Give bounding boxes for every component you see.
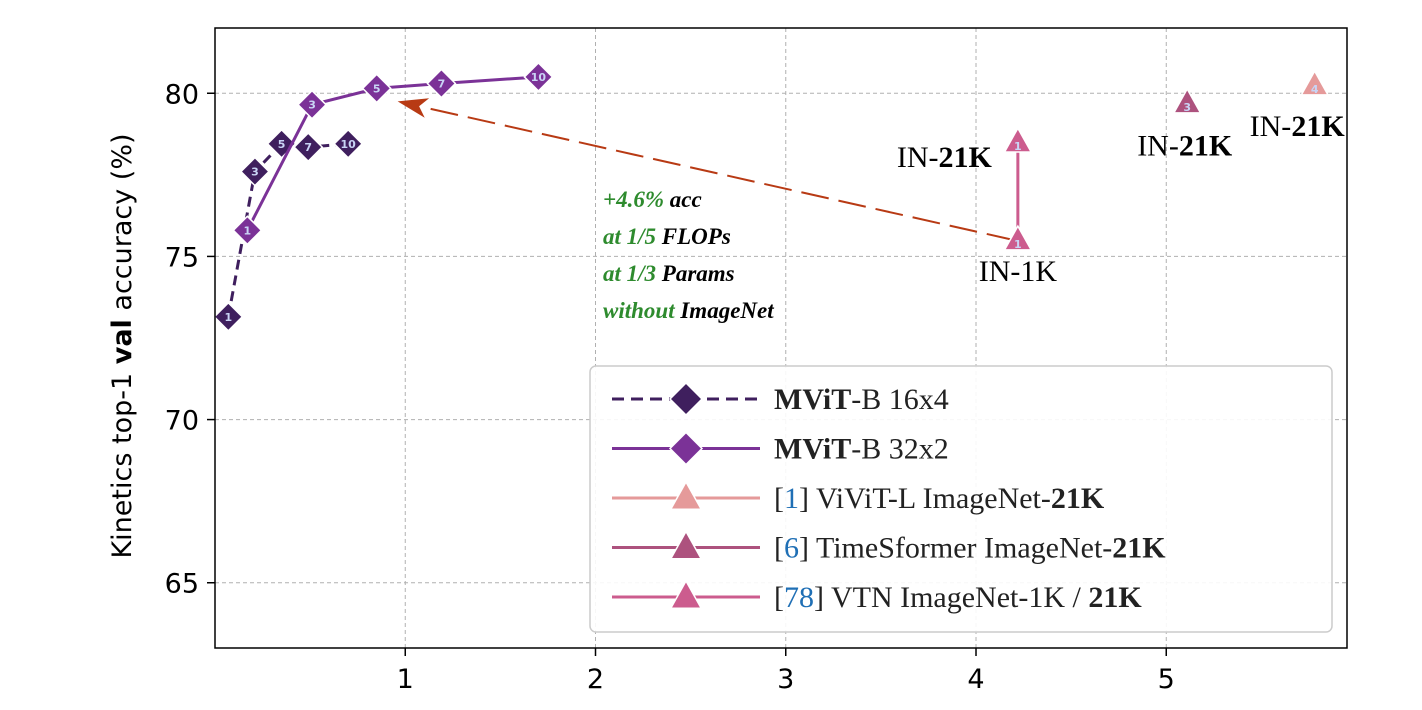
arrow-head xyxy=(397,98,430,118)
plot-frame xyxy=(214,27,1348,649)
x-tick-label-2: 2 xyxy=(587,664,604,695)
point-mvit16-3 xyxy=(293,132,324,163)
legend-marker-timesformer xyxy=(669,529,703,560)
legend-label-mvit16: MViT-B 16x4 xyxy=(774,383,949,416)
legend-marker-mvit16 xyxy=(668,381,704,417)
y-axis-label: Kinetics top-1 val accuracy (%) xyxy=(107,133,138,558)
legend-box xyxy=(589,365,1333,633)
point-vtn-1 xyxy=(1003,126,1033,153)
callout-line-0: +4.6% acc xyxy=(603,187,702,212)
point-label-mvit16-4: 10 xyxy=(341,138,357,151)
point-label-mvit16-3: 7 xyxy=(304,141,312,154)
point-label-mvit32-4: 10 xyxy=(531,71,547,84)
legend-marker-mvit32 xyxy=(668,431,704,466)
legend-item-vtn: [78] VTN ImageNet-1K / 21K xyxy=(612,579,1142,614)
point-annotation-3: IN-21K xyxy=(1250,110,1346,143)
legend-item-timesformer: [6] TimeSformer ImageNet-21K xyxy=(612,529,1166,565)
series-mvit16: 1 3 5 7 10 xyxy=(213,128,364,332)
legend-label-vivit: [1] ViViT-L ImageNet-21K xyxy=(774,482,1105,515)
x-tick-label-4: 4 xyxy=(967,664,984,695)
point-mvit32-4 xyxy=(523,61,554,93)
series-vivit: 4 xyxy=(1300,69,1330,96)
legend-item-mvit32: MViT-B 32x2 xyxy=(612,431,949,466)
improvement-arrow xyxy=(397,98,1015,242)
point-label-mvit32-2: 5 xyxy=(373,82,381,95)
series-mvit32: 1 3 5 7 10 xyxy=(232,61,554,246)
point-mvit32-2 xyxy=(361,73,392,104)
series-vtn: 11 xyxy=(1003,126,1033,251)
y-tick-label-65: 65 xyxy=(165,569,199,600)
arrow-shaft xyxy=(426,107,1015,242)
point-label-timesformer-0: 3 xyxy=(1183,101,1191,114)
y-tick-label-70: 70 xyxy=(165,406,199,437)
series-timesformer: 3 xyxy=(1172,87,1202,114)
legend-item-mvit16: MViT-B 16x4 xyxy=(612,381,949,417)
point-mvit32-0 xyxy=(232,215,263,246)
point-timesformer-0 xyxy=(1172,87,1202,114)
y-tick-label-75: 75 xyxy=(165,242,199,273)
legend-label-timesformer: [6] TimeSformer ImageNet-21K xyxy=(774,532,1166,565)
point-label-vtn-0: 1 xyxy=(1014,238,1022,251)
legend-item-vivit: [1] ViViT-L ImageNet-21K xyxy=(612,480,1105,515)
x-tick-label-3: 3 xyxy=(777,664,794,695)
callout-line-2: at 1/3 Params xyxy=(603,261,735,286)
point-label-mvit32-0: 1 xyxy=(244,224,252,237)
point-label-mvit16-0: 1 xyxy=(224,311,232,324)
point-label-vtn-1: 1 xyxy=(1014,140,1022,153)
point-label-mvit16-2: 5 xyxy=(278,138,286,151)
legend-label-mvit32: MViT-B 32x2 xyxy=(774,433,949,466)
legend-label-vtn: [78] VTN ImageNet-1K / 21K xyxy=(774,581,1142,614)
callout-line-1: at 1/5 FLOPs xyxy=(603,224,731,249)
point-vtn-0 xyxy=(1003,224,1033,251)
x-tick-label-1: 1 xyxy=(397,664,414,695)
point-label-vivit-0: 4 xyxy=(1311,83,1319,96)
annotations: IN-21K IN-1K IN-21K IN-21K +4.6% acc at 1/5 F… xyxy=(603,110,1345,323)
point-mvit16-4 xyxy=(333,128,364,159)
point-label-mvit32-3: 7 xyxy=(438,77,446,90)
series-line-mvit32 xyxy=(246,75,539,232)
point-mvit32-1 xyxy=(296,89,328,120)
point-label-mvit32-1: 3 xyxy=(308,99,316,112)
x-tick-label-5: 5 xyxy=(1158,664,1175,695)
legend-marker-vtn xyxy=(669,579,703,609)
point-vivit-0 xyxy=(1300,69,1330,96)
point-mvit16-1 xyxy=(239,156,271,187)
grid xyxy=(215,28,1347,648)
y-tick-label-80: 80 xyxy=(165,79,199,110)
point-annotation-1: IN-1K xyxy=(979,255,1058,288)
point-mvit16-0 xyxy=(213,301,244,332)
point-annotation-0: IN-21K xyxy=(897,141,993,174)
point-label-mvit16-1: 3 xyxy=(251,166,259,179)
point-mvit32-3 xyxy=(426,68,457,99)
point-annotation-2: IN-21K xyxy=(1137,129,1233,162)
legend-marker-vivit xyxy=(669,480,703,510)
legend: MViT-B 16x4 MViT-B 32x2 [1] ViViT-L ImageN… xyxy=(589,365,1333,633)
callout-line-3: without ImageNet xyxy=(603,298,774,323)
